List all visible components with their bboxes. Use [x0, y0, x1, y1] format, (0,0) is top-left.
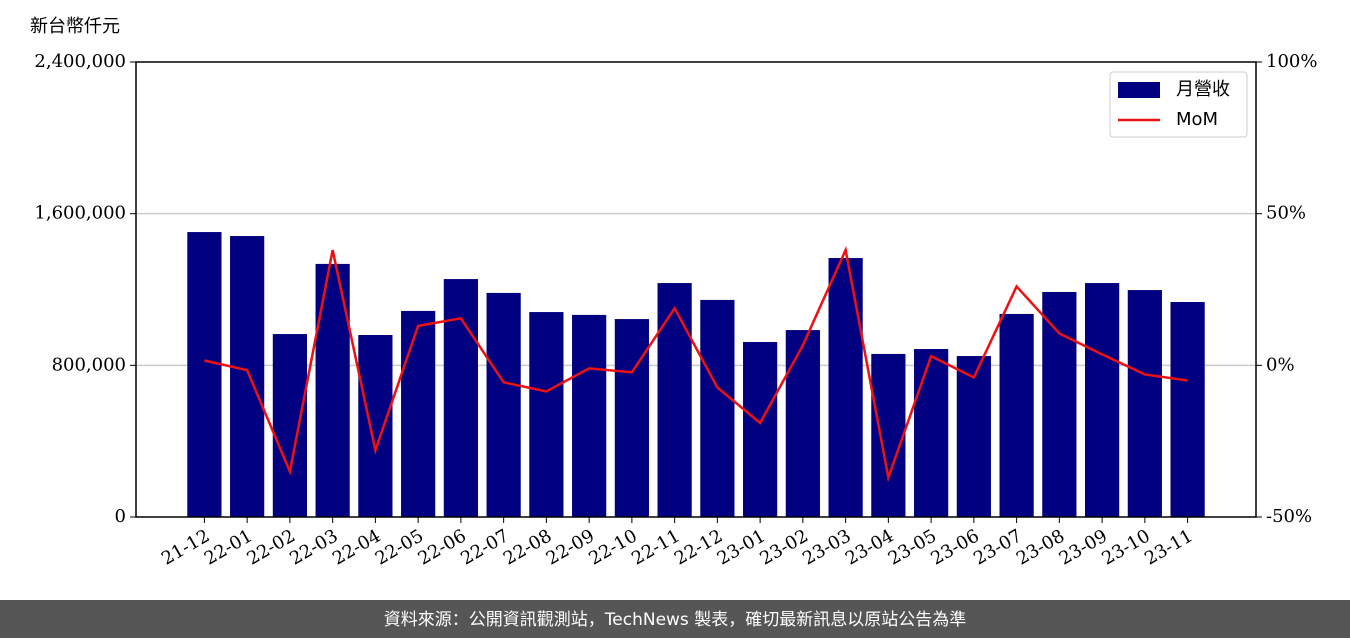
bar [999, 313, 1034, 517]
line [204, 245, 1188, 483]
bar [272, 334, 307, 517]
bar [914, 349, 949, 517]
legend-label: MoM [1176, 109, 1218, 130]
y-tick-label: 2,400,000 [34, 51, 126, 72]
bar [657, 283, 692, 517]
x-tick-label: 22-01 [201, 525, 256, 569]
x-tick-label: 22-12 [671, 525, 726, 569]
footer: 資料來源：公開資訊觀測站，TechNews 製表，確切最新訊息以原站公告為準 [384, 610, 966, 630]
x-tick-label: 22-04 [329, 525, 384, 569]
y2-tick-label: -50% [1266, 506, 1312, 527]
x-tick-label: 23-05 [885, 525, 940, 569]
y-tick-label: 0 [115, 506, 126, 527]
x-tick-label: 23-07 [970, 525, 1025, 569]
x-tick-label: 23-11 [1141, 525, 1196, 569]
x-tick-label: 22-02 [243, 525, 298, 569]
x-tick-label: 22-09 [543, 525, 598, 569]
y-tick-label: 800,000 [52, 354, 126, 375]
bar [230, 236, 265, 517]
bar [443, 279, 478, 517]
bar [486, 292, 521, 517]
bar [401, 310, 436, 517]
bar [1042, 291, 1077, 517]
y-tick-label: 1,600,000 [34, 203, 126, 224]
bar [871, 353, 906, 517]
x-tick-label: 22-05 [372, 525, 427, 569]
bar [828, 258, 863, 517]
x-tick-label: 23-10 [1098, 525, 1153, 569]
bar [700, 299, 735, 517]
x-tick-label: 23-04 [842, 525, 897, 569]
bar [785, 330, 820, 517]
bar [956, 356, 991, 517]
x-tick-label: 22-07 [457, 525, 512, 569]
bar [529, 312, 564, 517]
y2-tick-label: 50% [1266, 203, 1306, 224]
x-tick-label: 23-06 [927, 525, 982, 569]
bar [572, 314, 607, 517]
bar [1170, 302, 1205, 517]
x-tick-label: 23-03 [799, 525, 854, 569]
legend-label: 月營收 [1176, 79, 1230, 100]
x-tick-label: 22-10 [585, 525, 640, 569]
x-tick-label: 22-06 [414, 525, 469, 569]
y2-tick-label: 0% [1266, 354, 1295, 375]
x-tick-label: 22-11 [628, 525, 683, 569]
footer-bar [0, 600, 1350, 638]
x-tick-label: 22-03 [286, 525, 341, 569]
y2-tick-label: 100% [1266, 51, 1317, 72]
plot-frame [135, 61, 1257, 518]
bar [358, 335, 393, 517]
x-tick-label: 22-08 [500, 525, 555, 569]
bar [743, 342, 778, 517]
x-tick-label: 23-08 [1013, 525, 1068, 569]
x-tick-label: 21-12 [158, 525, 213, 569]
bar [187, 232, 222, 517]
legend-swatch [1118, 82, 1160, 98]
y-axis-label: 新台幣仟元 [30, 16, 120, 37]
bar [614, 319, 649, 517]
x-tick-label: 23-01 [714, 525, 769, 569]
bar [1085, 283, 1120, 517]
bar [1127, 290, 1162, 517]
x-tick-label: 23-02 [756, 525, 811, 569]
x-tick-label: 23-09 [1056, 525, 1111, 569]
